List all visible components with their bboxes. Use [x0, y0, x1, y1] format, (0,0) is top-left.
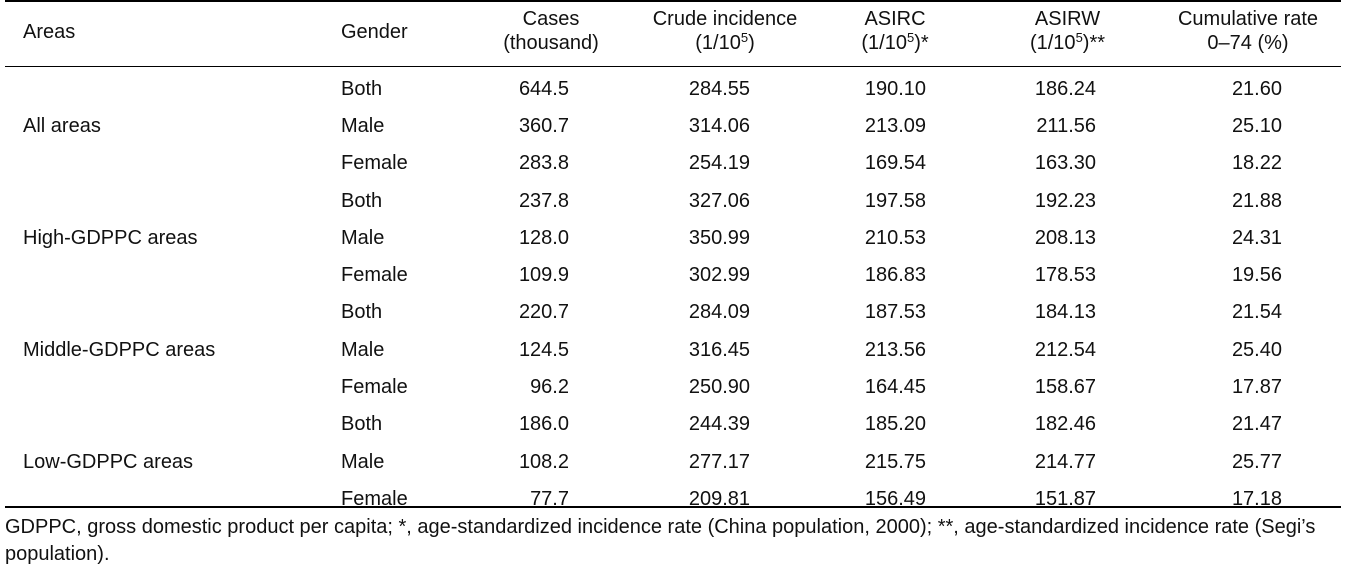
table-bottom-rule — [5, 506, 1341, 508]
header-areas: Areas — [23, 21, 76, 43]
header-asirc-line2: (1/105)* — [861, 30, 929, 54]
cell-cases: 128.0 — [518, 226, 569, 249]
cell-crude-incidence: 277.17 — [688, 450, 750, 473]
cell-gender: Male — [341, 226, 385, 249]
cell-crude-incidence: 254.19 — [688, 152, 750, 175]
table-top-rule — [5, 0, 1341, 2]
cell-asirw: 214.77 — [1034, 450, 1096, 473]
header-asirw-line2: (1/105)** — [1029, 30, 1106, 54]
cell-gender: Both — [341, 189, 383, 212]
cell-asirc: 213.09 — [864, 114, 926, 137]
cell-gender: Female — [341, 376, 408, 399]
cell-gender: Female — [341, 487, 408, 510]
cell-cases: 108.2 — [518, 450, 569, 473]
cell-asirc: 197.58 — [864, 189, 926, 212]
cell-crude-incidence: 284.55 — [688, 77, 750, 100]
cell-asirc: 187.53 — [864, 301, 926, 324]
cell-cumulative-rate: 21.88 — [1231, 189, 1282, 212]
table-header-rule — [5, 66, 1341, 67]
header-asirw-line1: ASIRW — [1034, 8, 1101, 30]
cell-crude-incidence: 244.39 — [688, 413, 750, 436]
cell-asirw: 158.67 — [1034, 376, 1096, 399]
cell-cumulative-rate: 21.60 — [1231, 77, 1282, 100]
table-footnote: GDPPC, gross domestic product per capita… — [5, 516, 1316, 565]
cell-crude-incidence: 284.09 — [688, 301, 750, 324]
cell-asirw: 163.30 — [1034, 152, 1096, 175]
cell-cumulative-rate: 18.22 — [1231, 152, 1282, 175]
header-crude-incidence: Crude incidence (1/105) — [630, 7, 820, 55]
cell-asirw: 182.46 — [1034, 413, 1096, 436]
cell-crude-incidence: 209.81 — [688, 487, 750, 510]
cell-cumulative-rate: 21.54 — [1231, 301, 1282, 324]
cell-cases: 186.0 — [518, 413, 569, 436]
cell-cumulative-rate: 19.56 — [1231, 264, 1282, 287]
cell-asirw: 178.53 — [1034, 264, 1096, 287]
cell-asirw: 186.24 — [1034, 77, 1096, 100]
cell-cumulative-rate: 17.18 — [1231, 487, 1282, 510]
cell-area: High-GDPPC areas — [23, 226, 198, 249]
header-asirw: ASIRW (1/105)** — [1000, 7, 1135, 55]
cell-cases: 237.8 — [518, 189, 569, 212]
cell-asirc: 190.10 — [864, 77, 926, 100]
cell-crude-incidence: 350.99 — [688, 226, 750, 249]
header-asirc-line1: ASIRC — [864, 8, 926, 30]
header-crude-line2: (1/105) — [695, 30, 755, 54]
cell-gender: Female — [341, 264, 408, 287]
cell-area: Middle-GDPPC areas — [23, 338, 216, 361]
cell-gender: Both — [341, 301, 383, 324]
cell-gender: Male — [341, 338, 385, 361]
cell-asirc: 185.20 — [864, 413, 926, 436]
header-cum-line2: 0–74 (%) — [1207, 32, 1289, 54]
cell-asirw: 208.13 — [1034, 226, 1096, 249]
cell-gender: Both — [341, 413, 383, 436]
cell-cases: 283.8 — [518, 152, 569, 175]
cell-cases: 77.7 — [530, 487, 569, 510]
header-cases: Cases (thousand) — [486, 7, 616, 55]
cell-crude-incidence: 327.06 — [688, 189, 750, 212]
header-cases-line2: (thousand) — [503, 32, 599, 54]
cell-area: All areas — [23, 114, 101, 137]
cell-asirc: 210.53 — [864, 226, 926, 249]
header-cum-line1: Cumulative rate — [1177, 8, 1319, 30]
cell-asirc: 213.56 — [864, 338, 926, 361]
cell-cases: 220.7 — [518, 301, 569, 324]
header-crude-line1: Crude incidence — [652, 8, 798, 30]
header-cases-line1: Cases — [522, 8, 580, 30]
cell-area: Low-GDPPC areas — [23, 450, 194, 473]
cell-cases: 360.7 — [518, 114, 569, 137]
cell-cumulative-rate: 24.31 — [1231, 226, 1282, 249]
cell-gender: Male — [341, 114, 385, 137]
cell-asirw: 192.23 — [1034, 189, 1096, 212]
cell-asirc: 156.49 — [864, 487, 926, 510]
cell-cases: 124.5 — [518, 338, 569, 361]
cell-cumulative-rate: 17.87 — [1231, 376, 1282, 399]
cell-crude-incidence: 250.90 — [688, 376, 750, 399]
cell-cases: 644.5 — [518, 77, 569, 100]
cell-cases: 109.9 — [518, 264, 569, 287]
cell-asirc: 169.54 — [864, 152, 926, 175]
header-asirc: ASIRC (1/105)* — [830, 7, 960, 55]
cell-cases: 96.2 — [530, 376, 569, 399]
cell-asirc: 186.83 — [864, 264, 926, 287]
cell-gender: Female — [341, 152, 408, 175]
cell-cumulative-rate: 21.47 — [1231, 413, 1282, 436]
cell-asirw: 184.13 — [1034, 301, 1096, 324]
header-gender: Gender — [341, 21, 408, 43]
cell-asirc: 164.45 — [864, 376, 926, 399]
cell-cumulative-rate: 25.40 — [1231, 338, 1282, 361]
cell-crude-incidence: 316.45 — [688, 338, 750, 361]
cell-cumulative-rate: 25.10 — [1231, 114, 1282, 137]
cell-asirw: 212.54 — [1034, 338, 1096, 361]
cell-asirc: 215.75 — [864, 450, 926, 473]
cell-asirw: 151.87 — [1034, 487, 1096, 510]
cell-gender: Male — [341, 450, 385, 473]
cell-gender: Both — [341, 77, 383, 100]
cell-cumulative-rate: 25.77 — [1231, 450, 1282, 473]
cell-crude-incidence: 302.99 — [688, 264, 750, 287]
cell-crude-incidence: 314.06 — [688, 114, 750, 137]
header-cumulative-rate: Cumulative rate 0–74 (%) — [1158, 7, 1338, 55]
cell-asirw: 211.56 — [1036, 114, 1096, 137]
